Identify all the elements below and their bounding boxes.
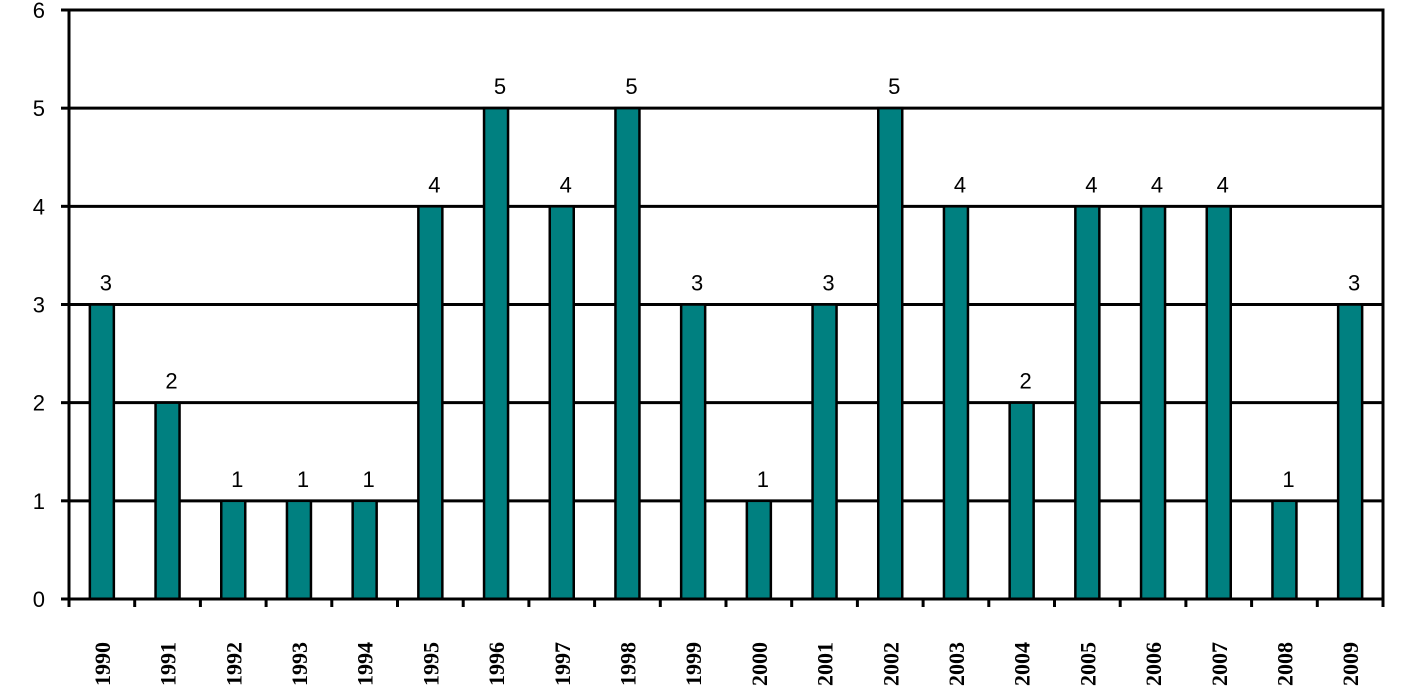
data-label: 5	[625, 74, 637, 99]
data-label: 1	[757, 467, 769, 492]
x-tick-label: 2002	[878, 642, 903, 686]
x-tick-label: 1990	[90, 642, 115, 686]
x-tick-label: 2003	[944, 642, 969, 686]
y-tick-label: 3	[33, 293, 45, 318]
bar	[548, 205, 575, 601]
y-tick-labels: 0 1 2 3 4 5 6	[33, 0, 45, 612]
bar	[1074, 205, 1101, 601]
x-tick-label: 2000	[747, 642, 772, 686]
bar	[417, 205, 444, 601]
bar	[351, 499, 378, 601]
bar	[88, 303, 116, 601]
x-tick-label: 1996	[484, 642, 509, 686]
y-tick-label: 5	[33, 96, 45, 121]
bar	[614, 106, 641, 601]
data-label: 4	[1217, 172, 1229, 197]
bar	[154, 401, 181, 601]
x-tick-label: 1997	[550, 642, 575, 686]
data-label: 4	[1151, 172, 1163, 197]
data-label: 4	[428, 172, 440, 197]
bar	[285, 499, 313, 601]
x-tick-label: 1993	[287, 642, 312, 686]
data-label: 1	[1282, 467, 1294, 492]
data-label: 1	[231, 467, 243, 492]
bar	[811, 303, 838, 601]
y-tick-label: 6	[33, 0, 45, 23]
bar	[1139, 205, 1167, 601]
data-label: 1	[297, 467, 309, 492]
x-tick-label: 2008	[1272, 642, 1297, 686]
x-tick-label: 1999	[681, 642, 706, 686]
bar	[745, 499, 773, 601]
bar	[1205, 205, 1232, 601]
data-label: 1	[363, 467, 375, 492]
y-tick-label: 2	[33, 391, 45, 416]
gridlines	[69, 106, 1383, 503]
x-tick-label: 2009	[1338, 642, 1363, 686]
data-label: 2	[1020, 369, 1032, 394]
bar	[1271, 499, 1298, 601]
y-tick-label: 4	[33, 194, 45, 219]
data-label: 2	[165, 369, 177, 394]
x-tick-label: 1998	[615, 642, 640, 686]
data-label: 3	[100, 271, 112, 296]
x-tick-label: 2005	[1075, 642, 1100, 686]
x-tick-label: 1991	[156, 642, 181, 686]
x-tick-label: 2007	[1207, 642, 1232, 686]
data-label: 3	[822, 271, 834, 296]
bar	[942, 205, 970, 601]
bar	[1336, 303, 1364, 601]
x-tick-label: 2006	[1141, 642, 1166, 686]
data-label: 5	[888, 74, 900, 99]
x-tick-label: 1994	[353, 642, 378, 686]
bars	[88, 106, 1364, 601]
data-label: 3	[1348, 271, 1360, 296]
x-tick-labels: 1990 1991 1992 1993 1994 1995 1996 1997 1998 1999…	[90, 642, 1363, 686]
data-label: 3	[691, 271, 703, 296]
data-label: 4	[1085, 172, 1097, 197]
x-tick-label: 2004	[1010, 642, 1035, 686]
data-label: 5	[494, 74, 506, 99]
x-tick-label: 2001	[813, 642, 838, 686]
data-label: 4	[560, 172, 572, 197]
data-label: 4	[954, 172, 966, 197]
bar	[1008, 401, 1035, 601]
axes	[61, 8, 1385, 607]
y-tick-label: 1	[33, 489, 45, 514]
bar	[220, 499, 247, 601]
bar	[482, 106, 510, 601]
bar	[679, 303, 707, 601]
bar	[877, 106, 904, 601]
x-tick-label: 1995	[418, 642, 443, 686]
data-labels: 3 2 1 1 1 4 5 4 5 3 1 3 5 4 2 4 4 4 1 3	[100, 74, 1361, 492]
y-tick-label: 0	[33, 587, 45, 612]
x-tick-label: 1992	[221, 642, 246, 686]
